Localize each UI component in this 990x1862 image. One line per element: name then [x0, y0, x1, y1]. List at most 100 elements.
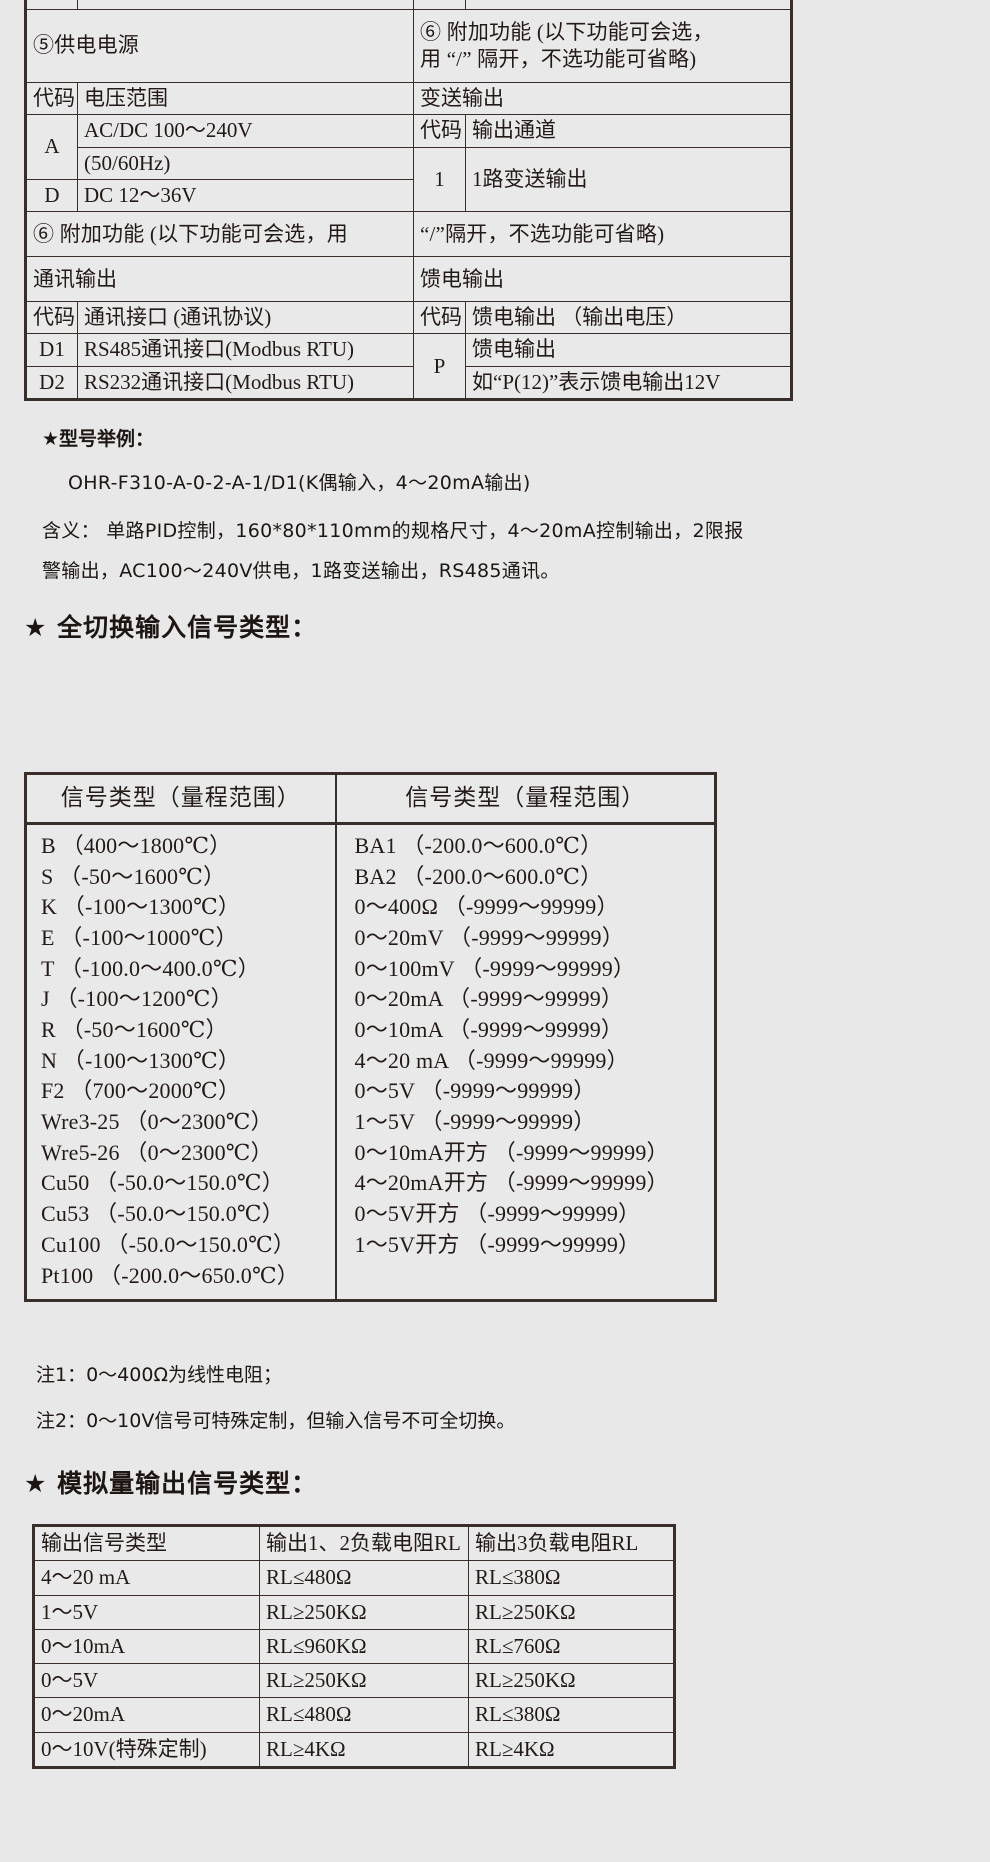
- analog-cell: RL≤380Ω: [468, 1560, 675, 1596]
- section-6-title: ⑥ 附加功能 (以下功能可会选， 用 “/” 隔开，不选功能可省略): [413, 9, 792, 83]
- power-desc-d: DC 12～36V: [77, 178, 414, 213]
- signal-list-item: N （-100～1300℃）: [41, 1047, 241, 1073]
- comm-header-desc: 通讯接口 (通讯协议): [77, 301, 414, 335]
- comm-code-d2: D2: [25, 365, 78, 401]
- signal-list-item: Cu53 （-50.0～150.0℃）: [41, 1201, 284, 1227]
- table-row: D DC 12～36V: [25, 178, 792, 213]
- input-signal-table-wrapper: 信号类型（量程范围） 信号类型（量程范围） B （400～1800℃） S （-5…: [24, 772, 717, 1303]
- signal-col-header-left: 信号类型（量程范围）: [25, 773, 337, 825]
- table-row: 代码 通讯接口 (通讯协议) 代码 馈电输出 （输出电压）: [25, 301, 792, 335]
- signal-note-2: 注2：0～10V信号可特殊定制，但输入信号不可全切换。: [36, 1410, 516, 1432]
- signal-section-heading: ★ 全切换输入信号类型：: [24, 613, 318, 642]
- left-header-code: 代码: [25, 81, 78, 116]
- table-row: 信号类型（量程范围） 信号类型（量程范围）: [25, 773, 716, 825]
- signal-left-column: B （400～1800℃） S （-50～1600℃） K （-100～1300℃）…: [25, 823, 337, 1301]
- analog-cell: RL≤760Ω: [468, 1628, 675, 1665]
- signal-right-list: BA1 （-200.0～600.0℃） BA2 （-200.0～600.0℃） 0～…: [337, 825, 715, 1269]
- analog-cell: RL≤480Ω: [259, 1560, 469, 1596]
- signal-list-item: 0～5V （-9999～99999）: [354, 1078, 596, 1104]
- signal-list-item: 4～20mA开方 （-9999～99999）: [354, 1170, 669, 1196]
- table-row: B （400～1800℃） S （-50～1600℃） K （-100～1300℃）…: [25, 823, 716, 1301]
- transmit-output-group-title: 变送输出: [413, 81, 792, 116]
- analog-header-2: 输出3负载电阻RL: [468, 1524, 675, 1562]
- analog-output-table: 输出信号类型 输出1、2负载电阻RL 输出3负载电阻RL 4～20 mA RL≤4…: [32, 1524, 676, 1770]
- section-6-title-line1: ⑥ 附加功能 (以下功能可会选，: [420, 19, 714, 44]
- comm-output-group-title: 通讯输出: [25, 256, 414, 303]
- signal-list-item: 0～5V开方 （-9999～99999）: [354, 1201, 641, 1227]
- signal-list-item: S （-50～1600℃）: [41, 863, 226, 889]
- signal-list-item: 0～20mA （-9999～99999）: [354, 986, 624, 1012]
- model-example-code: OHR-F310-A-0-2-A-1/D1(K偶输入，4～20mA输出): [68, 472, 531, 494]
- feed-output-group-title: 馈电输出: [413, 256, 792, 303]
- signal-list-item: Wre3-25 （0～2300℃）: [41, 1109, 273, 1135]
- model-meaning-line1: 含义： 单路PID控制，160*80*110mm的规格尺寸，4～20mA控制输出…: [42, 520, 744, 542]
- feed-desc-p-line2: 如“P(12)”表示馈电输出12V: [465, 365, 792, 401]
- analog-header-0: 输出信号类型: [33, 1524, 260, 1562]
- power-desc-a-line2: (50/60Hz): [77, 146, 414, 180]
- signal-col-header-right: 信号类型（量程范围）: [335, 773, 716, 825]
- signal-list-item: Pt100 （-200.0～650.0℃）: [41, 1262, 299, 1288]
- power-code-d: D: [25, 178, 78, 213]
- analog-cell: RL≥4KΩ: [468, 1731, 675, 1769]
- comm-code-d1: D1: [25, 333, 78, 367]
- analog-cell: RL≥250KΩ: [259, 1663, 469, 1699]
- transmit-code-1: 1: [413, 146, 466, 213]
- table-row: (50/60Hz) 1 1路变送输出: [26, 146, 792, 213]
- table-row: 通讯输出 馈电输出: [25, 256, 792, 303]
- table-row: 0～10V(特殊定制) RL≥4KΩ RL≥4KΩ: [33, 1731, 675, 1769]
- ordering-code-table-wrapper: ⑤供电电源 ⑥ 附加功能 (以下功能可会选， 用 “/” 隔开，不选功能可省略)…: [24, 0, 793, 402]
- right-header-desc: 输出通道: [465, 114, 792, 148]
- table-row: ⑥ 附加功能 (以下功能可会选，用 “/”隔开，不选功能可省略): [25, 211, 792, 258]
- power-code-a: A: [25, 114, 78, 180]
- signal-right-column: BA1 （-200.0～600.0℃） BA2 （-200.0～600.0℃） 0～…: [336, 823, 716, 1300]
- section-6b-title-right: “/”隔开，不选功能可省略): [413, 211, 792, 258]
- feed-desc-p-line1: 馈电输出: [465, 333, 792, 367]
- table-row: [25, 0, 792, 10]
- analog-cell: 1～5V: [33, 1594, 260, 1630]
- signal-list-item: Wre5-26 （0～2300℃）: [41, 1139, 273, 1165]
- signal-list-item: 0～10mA开方 （-9999～99999）: [354, 1139, 669, 1165]
- signal-list-item: 4～20 mA （-9999～99999）: [354, 1047, 629, 1073]
- signal-list-item: BA1 （-200.0～600.0℃）: [354, 832, 603, 858]
- signal-list-item: R （-50～1600℃）: [41, 1017, 228, 1043]
- power-desc-a-line1: AC/DC 100～240V: [77, 114, 414, 148]
- ordering-code-table: ⑤供电电源 ⑥ 附加功能 (以下功能可会选， 用 “/” 隔开，不选功能可省略)…: [24, 0, 793, 402]
- signal-list-item: 0～20mV （-9999～99999）: [354, 924, 624, 950]
- signal-list-item: B （400～1800℃）: [41, 832, 232, 858]
- signal-list-item: 1～5V （-9999～99999）: [354, 1109, 596, 1135]
- signal-list-item: Cu50 （-50.0～150.0℃）: [41, 1170, 284, 1196]
- section-5-title: ⑤供电电源: [25, 9, 414, 83]
- signal-list-item: J （-100～1200℃）: [41, 986, 233, 1012]
- feed-code-p: P: [413, 333, 466, 401]
- comm-desc-d2: RS232通讯接口(Modbus RTU): [77, 365, 414, 401]
- table-row: 0～10mA RL≤960KΩ RL≤760Ω: [33, 1628, 675, 1665]
- analog-cell: RL≥250KΩ: [259, 1594, 469, 1630]
- transmit-desc-1: 1路变送输出: [465, 146, 792, 213]
- signal-left-list: B （400～1800℃） S （-50～1600℃） K （-100～1300℃）…: [27, 825, 335, 1299]
- analog-section-heading: ★ 模拟量输出信号类型：: [24, 1469, 318, 1498]
- signal-list-item: Cu100 （-50.0～150.0℃）: [41, 1231, 296, 1257]
- analog-cell: 0～5V: [33, 1663, 260, 1699]
- table-row: 0～20mA RL≤480Ω RL≤380Ω: [33, 1697, 675, 1733]
- table-row: 4～20 mA RL≤480Ω RL≤380Ω: [33, 1560, 675, 1596]
- analog-cell: 0～10V(特殊定制): [33, 1731, 260, 1769]
- table-row: 代码 电压范围 变送输出: [25, 81, 792, 116]
- signal-list-item: 0～400Ω （-9999～99999）: [354, 894, 619, 920]
- analog-cell: RL≥4KΩ: [259, 1731, 469, 1769]
- signal-list-item: 1～5V开方 （-9999～99999）: [354, 1231, 641, 1257]
- feed-header-desc: 馈电输出 （输出电压）: [465, 301, 792, 335]
- table-row: A AC/DC 100～240V 代码 输出通道: [25, 114, 792, 180]
- signal-list-item: 0～10mA （-9999～99999）: [354, 1017, 624, 1043]
- table-header-row: 输出信号类型 输出1、2负载电阻RL 输出3负载电阻RL: [33, 1524, 675, 1562]
- signal-list-item: BA2 （-200.0～600.0℃）: [354, 863, 603, 889]
- analog-cell: RL≤380Ω: [468, 1697, 675, 1733]
- analog-cell: RL≥250KΩ: [468, 1594, 675, 1630]
- table-row: D1 RS485通讯接口(Modbus RTU) P 馈电输出: [25, 333, 792, 401]
- signal-list-item: 0～100mV （-9999～99999）: [354, 955, 636, 981]
- signal-list-item: K （-100～1300℃）: [41, 894, 241, 920]
- analog-output-table-wrapper: 输出信号类型 输出1、2负载电阻RL 输出3负载电阻RL 4～20 mA RL≤4…: [32, 1524, 676, 1770]
- analog-cell: RL≤960KΩ: [259, 1628, 469, 1665]
- signal-list-item: E （-100～1000℃）: [41, 924, 238, 950]
- left-header-desc: 电压范围: [77, 81, 414, 116]
